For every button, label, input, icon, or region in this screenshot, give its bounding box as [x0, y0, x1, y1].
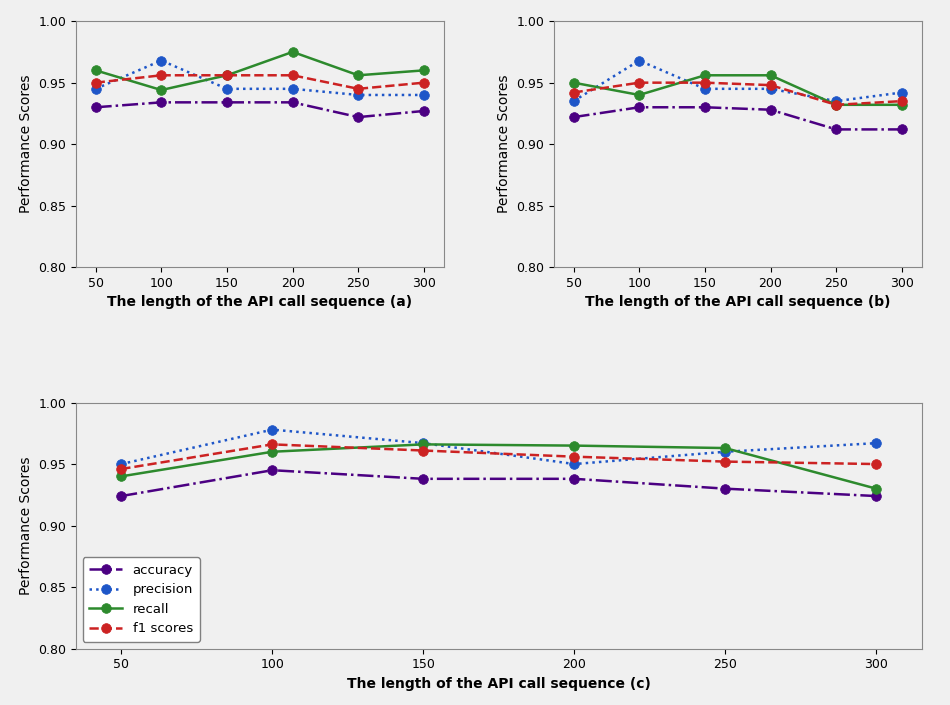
- precision: [699, 85, 711, 93]
- X-axis label: The length of the API call sequence (b): The length of the API call sequence (b): [585, 295, 890, 309]
- accuracy: [418, 106, 429, 115]
- f1 scores: [699, 78, 711, 87]
- Line: precision: precision: [91, 56, 428, 100]
- accuracy: [634, 103, 645, 111]
- recall: [287, 48, 298, 56]
- recall: [634, 91, 645, 99]
- Line: f1 scores: f1 scores: [117, 439, 881, 474]
- accuracy: [352, 113, 364, 121]
- f1 scores: [568, 453, 580, 461]
- accuracy: [699, 103, 711, 111]
- precision: [418, 439, 429, 448]
- recall: [221, 71, 233, 80]
- precision: [156, 56, 167, 65]
- accuracy: [568, 113, 580, 121]
- Line: recall: recall: [569, 70, 906, 110]
- f1 scores: [830, 101, 842, 109]
- precision: [267, 425, 278, 434]
- accuracy: [156, 98, 167, 106]
- f1 scores: [267, 440, 278, 448]
- recall: [267, 448, 278, 456]
- precision: [568, 460, 580, 468]
- f1 scores: [418, 446, 429, 455]
- Line: precision: precision: [117, 424, 881, 469]
- accuracy: [287, 98, 298, 106]
- recall: [719, 444, 731, 453]
- f1 scores: [896, 97, 907, 105]
- recall: [830, 101, 842, 109]
- f1 scores: [634, 78, 645, 87]
- f1 scores: [287, 71, 298, 80]
- accuracy: [830, 125, 842, 134]
- Line: recall: recall: [91, 47, 428, 95]
- f1 scores: [116, 465, 127, 473]
- accuracy: [896, 125, 907, 134]
- f1 scores: [568, 88, 580, 97]
- Line: accuracy: accuracy: [117, 465, 881, 501]
- accuracy: [719, 484, 731, 493]
- Line: f1 scores: f1 scores: [569, 78, 906, 110]
- f1 scores: [870, 460, 882, 468]
- f1 scores: [719, 458, 731, 466]
- recall: [418, 440, 429, 448]
- recall: [90, 66, 102, 75]
- accuracy: [870, 492, 882, 501]
- recall: [699, 71, 711, 80]
- recall: [418, 66, 429, 75]
- precision: [352, 91, 364, 99]
- recall: [568, 441, 580, 450]
- accuracy: [221, 98, 233, 106]
- accuracy: [765, 106, 776, 114]
- accuracy: [90, 103, 102, 111]
- recall: [352, 71, 364, 80]
- Line: recall: recall: [117, 439, 881, 493]
- recall: [870, 484, 882, 493]
- precision: [765, 85, 776, 93]
- recall: [568, 78, 580, 87]
- Line: accuracy: accuracy: [569, 102, 906, 134]
- recall: [896, 101, 907, 109]
- Line: accuracy: accuracy: [91, 97, 428, 122]
- accuracy: [116, 492, 127, 501]
- Line: f1 scores: f1 scores: [91, 70, 428, 94]
- Y-axis label: Performance Scores: Performance Scores: [19, 75, 32, 214]
- recall: [116, 472, 127, 481]
- Y-axis label: Performance Scores: Performance Scores: [19, 456, 32, 595]
- accuracy: [267, 466, 278, 474]
- recall: [156, 86, 167, 94]
- X-axis label: The length of the API call sequence (c): The length of the API call sequence (c): [347, 677, 651, 691]
- precision: [568, 97, 580, 105]
- precision: [719, 448, 731, 456]
- precision: [418, 91, 429, 99]
- precision: [221, 85, 233, 93]
- accuracy: [568, 474, 580, 483]
- precision: [116, 460, 127, 468]
- f1 scores: [352, 85, 364, 93]
- precision: [90, 85, 102, 93]
- recall: [765, 71, 776, 80]
- X-axis label: The length of the API call sequence (a): The length of the API call sequence (a): [107, 295, 412, 309]
- precision: [287, 85, 298, 93]
- f1 scores: [418, 78, 429, 87]
- f1 scores: [90, 78, 102, 87]
- precision: [896, 88, 907, 97]
- Line: precision: precision: [569, 56, 906, 106]
- Legend: accuracy, precision, recall, f1 scores: accuracy, precision, recall, f1 scores: [83, 557, 200, 642]
- precision: [870, 439, 882, 448]
- f1 scores: [221, 71, 233, 80]
- precision: [634, 56, 645, 65]
- accuracy: [418, 474, 429, 483]
- f1 scores: [156, 71, 167, 80]
- precision: [830, 97, 842, 105]
- Y-axis label: Performance Scores: Performance Scores: [497, 75, 510, 214]
- f1 scores: [765, 81, 776, 90]
